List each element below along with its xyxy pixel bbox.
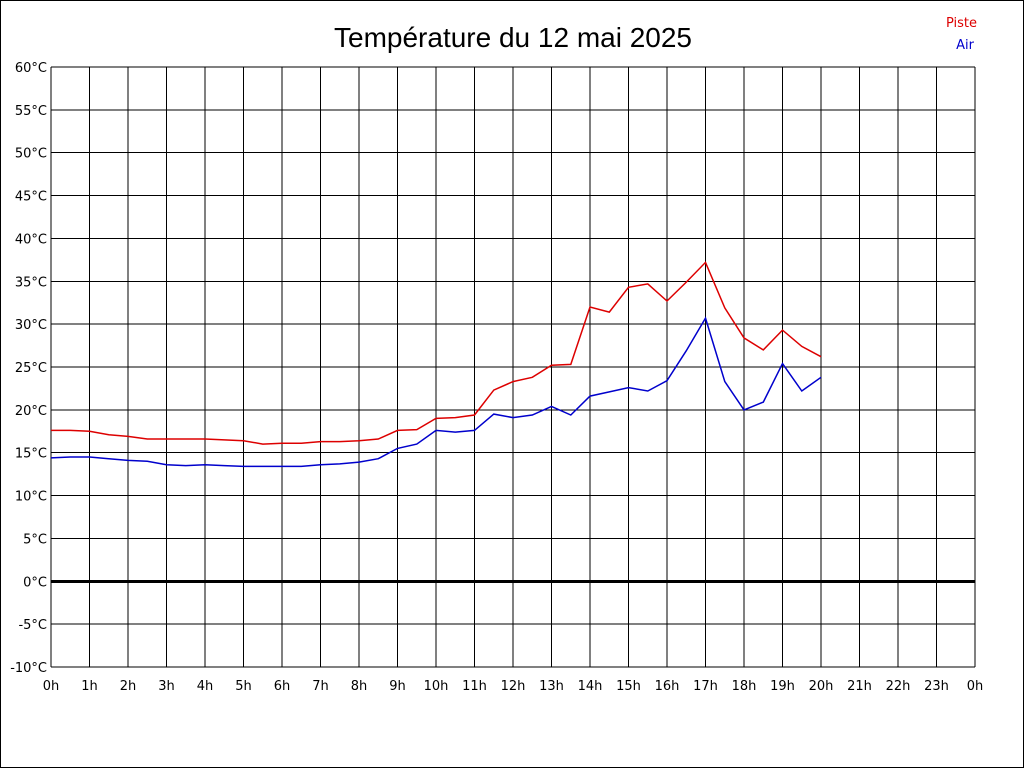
y-tick-label: 25°C: [15, 361, 47, 376]
y-tick-label: 0°C: [23, 575, 47, 590]
y-axis-labels: 60°C 55°C 50°C 45°C 40°C 35°C 30°C 25°C 20°C 15°C…: [10, 61, 47, 676]
x-tick-label: 19h: [770, 679, 795, 694]
y-tick-label: 30°C: [15, 318, 47, 333]
x-tick-label: 1h: [81, 679, 98, 694]
x-tick-label: 5h: [235, 679, 252, 694]
x-tick-label: 3h: [158, 679, 175, 694]
x-tick-label: 7h: [312, 679, 329, 694]
series-lines: [50, 261, 822, 468]
x-tick-label: 2h: [120, 679, 137, 694]
x-tick-label: 23h: [924, 679, 949, 694]
series-line-piste: [51, 261, 822, 445]
grid: [50, 66, 976, 668]
x-tick-label: 20h: [809, 679, 834, 694]
x-tick-label: 13h: [539, 679, 564, 694]
x-tick-label: 14h: [578, 679, 603, 694]
chart-title: Température du 12 mai 2025: [334, 22, 692, 53]
legend-entry-piste: Piste: [946, 16, 977, 31]
x-tick-label: 17h: [693, 679, 718, 694]
x-tick-label: 4h: [197, 679, 214, 694]
x-tick-label: 21h: [847, 679, 872, 694]
x-tick-label: 0h: [43, 679, 60, 694]
y-tick-label: 60°C: [15, 61, 47, 76]
series-line-air: [50, 316, 822, 468]
y-tick-label: 45°C: [15, 190, 47, 205]
y-tick-label: 20°C: [15, 404, 47, 419]
y-tick-label: 15°C: [15, 447, 47, 462]
legend-entry-air: Air: [956, 38, 975, 53]
legend: Piste Air: [946, 16, 977, 53]
x-tick-label: 0h: [967, 679, 984, 694]
x-tick-label: 10h: [424, 679, 449, 694]
x-tick-label: 15h: [616, 679, 641, 694]
x-tick-label: 9h: [389, 679, 406, 694]
y-tick-label: 50°C: [15, 147, 47, 162]
y-tick-label: 10°C: [15, 490, 47, 505]
y-tick-label: -5°C: [18, 618, 47, 633]
y-tick-label: -10°C: [10, 661, 47, 676]
x-tick-label: 8h: [351, 679, 368, 694]
x-axis-labels: 0h 1h 2h 3h 4h 5h 6h 7h 8h 9h 10h 11h 12h 13h 14h 15h 16…: [43, 679, 984, 694]
x-tick-label: 6h: [274, 679, 291, 694]
y-tick-label: 5°C: [23, 532, 47, 547]
x-tick-label: 16h: [655, 679, 680, 694]
y-tick-label: 55°C: [15, 104, 47, 119]
x-tick-label: 12h: [501, 679, 526, 694]
x-tick-label: 22h: [886, 679, 911, 694]
y-tick-label: 40°C: [15, 232, 47, 247]
y-tick-label: 35°C: [15, 275, 47, 290]
x-tick-label: 11h: [462, 679, 487, 694]
x-tick-label: 18h: [732, 679, 757, 694]
